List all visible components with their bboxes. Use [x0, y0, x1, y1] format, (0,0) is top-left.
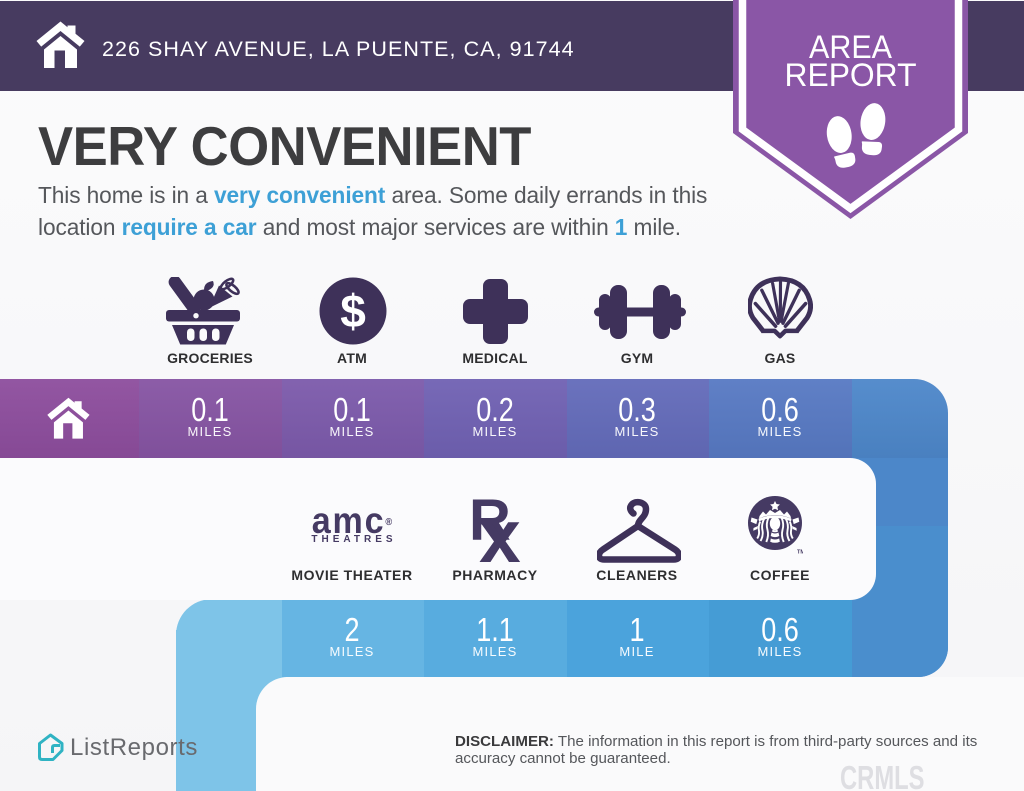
svg-text:$: $ [340, 285, 366, 337]
svg-text:TM: TM [797, 550, 803, 555]
svg-text:REPORT: REPORT [785, 57, 917, 93]
svg-text:AREA: AREA [809, 29, 892, 65]
